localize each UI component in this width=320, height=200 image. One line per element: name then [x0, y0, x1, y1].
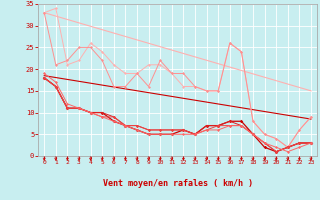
- X-axis label: Vent moyen/en rafales ( km/h ): Vent moyen/en rafales ( km/h ): [103, 179, 252, 188]
